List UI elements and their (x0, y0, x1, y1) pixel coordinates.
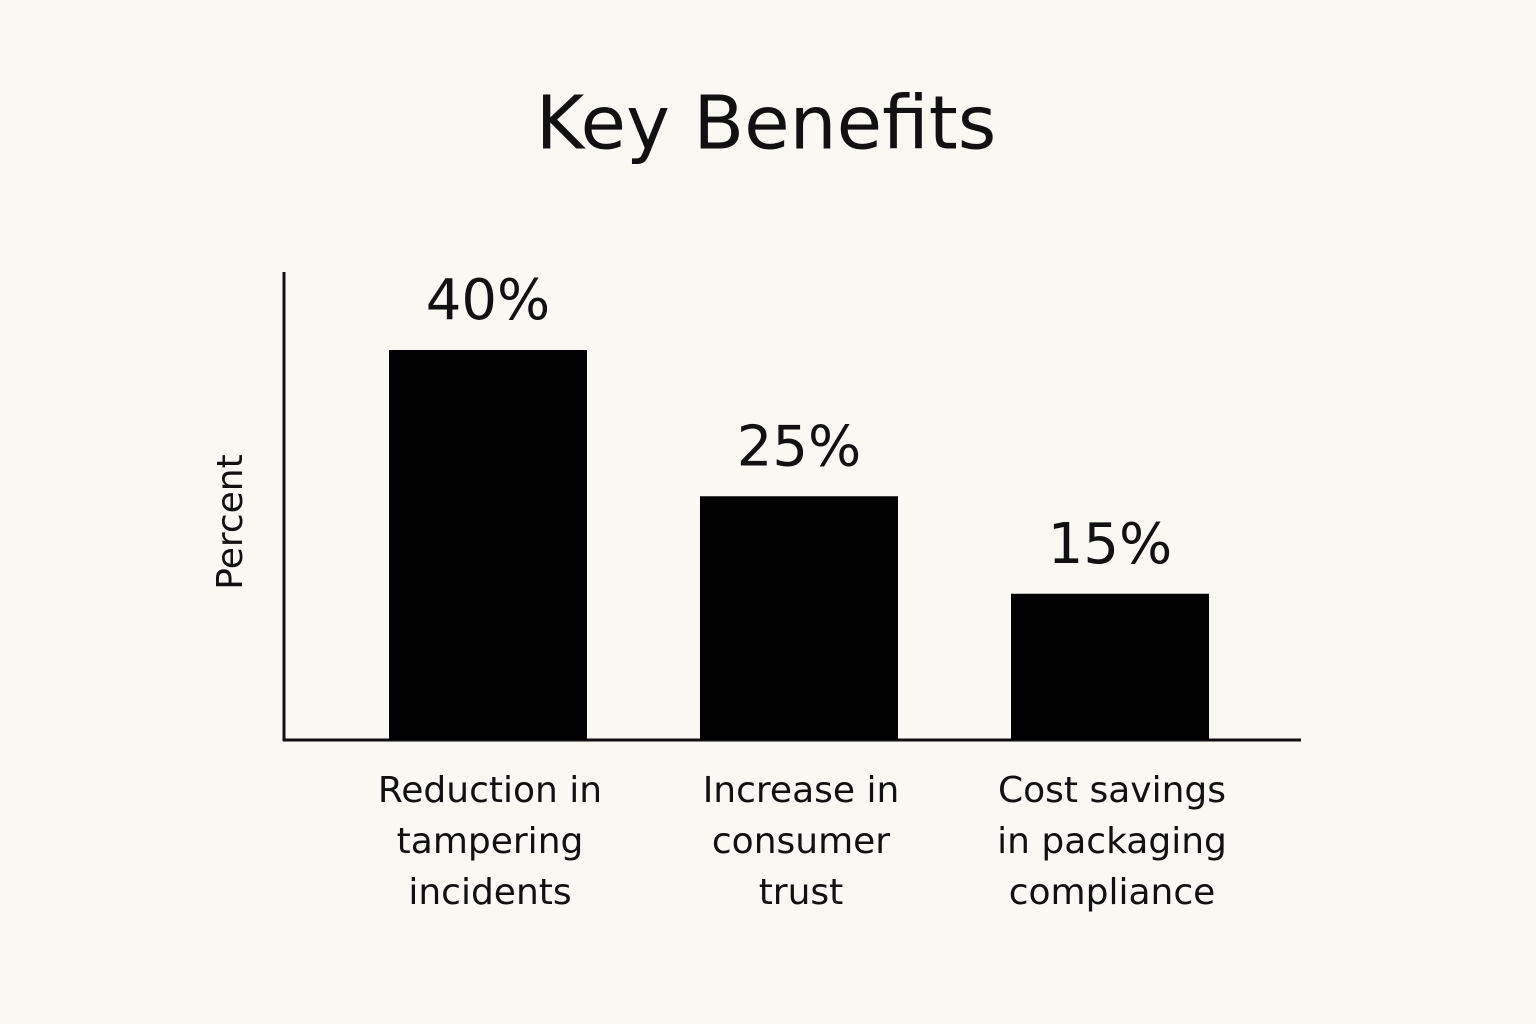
chart-title: Key Benefits (536, 81, 997, 167)
x-tick-label: consumer (712, 821, 890, 862)
x-tick-label: tampering (397, 821, 584, 862)
x-tick-label: trust (759, 872, 844, 913)
x-tick-label: compliance (1009, 872, 1216, 913)
value-label: 25% (737, 414, 861, 479)
value-label: 15% (1048, 512, 1172, 577)
x-tick-label: Reduction in (378, 770, 602, 811)
bar (389, 350, 587, 740)
value-label: 40% (426, 268, 550, 333)
x-tick-label: Increase in (703, 770, 900, 811)
bar (700, 496, 898, 740)
x-tick-label: Cost savings (998, 770, 1226, 811)
x-tick-label: in packaging (997, 821, 1227, 862)
bar (1011, 593, 1209, 740)
y-axis-label: Percent (210, 454, 251, 589)
x-tick-label: incidents (408, 872, 571, 913)
